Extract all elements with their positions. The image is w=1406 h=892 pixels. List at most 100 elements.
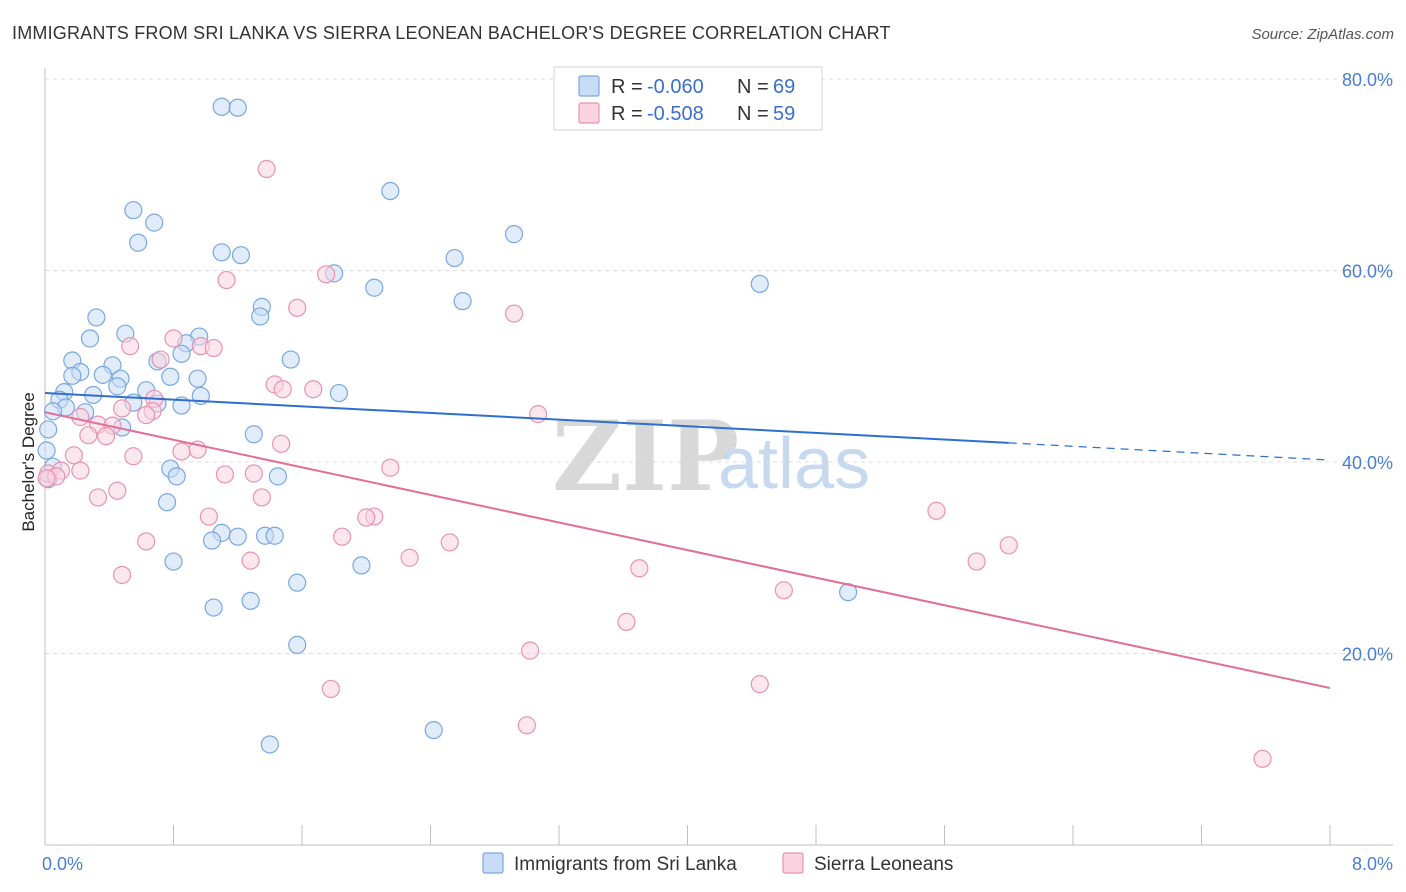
watermark-atlas: atlas [718,424,870,504]
point-sierra-leone [517,716,536,735]
point-sierra-leone [321,679,341,699]
point-sierra-leone [630,559,649,578]
point-sri-lanka [329,383,349,403]
point-sri-lanka [124,201,143,220]
point-sri-lanka [161,367,180,386]
x-tick-label: 8.0% [1352,854,1393,874]
point-sierra-leone [927,501,946,520]
point-sierra-leone [79,426,98,445]
point-sierra-leone [316,265,336,284]
point-sierra-leone [272,434,291,453]
x-tick-labels: 0.0% 8.0% [42,854,1393,874]
y-tick-label: 60.0% [1342,262,1393,282]
point-sri-lanka [145,213,164,232]
point-sri-lanka [251,307,270,326]
watermark: ZIP atlas [552,400,870,513]
point-sierra-leone [204,338,223,358]
series-legend-label-sri-lanka: Immigrants from Sri Lanka [514,854,737,875]
trend-lines [44,392,1331,689]
point-sierra-leone [333,527,352,546]
point-sri-lanka [260,735,279,754]
point-sri-lanka [288,635,307,654]
trend-line-sierra-leone [44,411,1331,689]
point-sri-lanka [63,366,82,385]
point-sri-lanka [188,369,207,388]
point-sierra-leone [151,350,170,369]
point-sierra-leone [967,552,986,571]
point-sri-lanka [80,329,100,348]
point-sierra-leone [999,536,1018,555]
point-sri-lanka [93,365,112,384]
point-sri-lanka [445,248,464,268]
point-sierra-leone [64,446,84,465]
point-sierra-leone [217,270,236,290]
point-sri-lanka [204,598,223,617]
point-sierra-leone [750,675,769,694]
point-sierra-leone [241,551,260,570]
legend-n-value-2: 59 [773,103,795,125]
point-sierra-leone [529,405,548,424]
point-sierra-leone [112,399,132,418]
point-sierra-leone [400,548,419,567]
point-sierra-leone [520,641,540,660]
stats-legend: R = -0.060 N = 69 R = -0.508 N = 59 [553,66,823,131]
point-sierra-leone [137,405,156,425]
legend-r-label-2: R = [611,103,643,125]
point-sierra-leone [1253,749,1272,768]
point-sri-lanka [288,573,307,592]
series-legend-swatch-sierra-leone [782,852,804,874]
point-sierra-leone [304,380,323,399]
point-sri-lanka [228,527,247,546]
point-sierra-leone [199,507,218,526]
point-sri-lanka [228,98,247,117]
point-sri-lanka [268,467,288,486]
point-sierra-leone [121,337,140,356]
point-sri-lanka [231,246,251,265]
trend-line-sri-lanka-extension [1008,442,1331,461]
point-sierra-leone [71,407,90,427]
series-legend: Immigrants from Sri Lanka Sierra Leonean… [482,852,953,875]
legend-r-value-2: -0.508 [647,103,704,125]
point-sri-lanka [212,97,231,116]
point-sri-lanka [365,278,384,297]
y-tick-label: 80.0% [1342,70,1393,90]
point-sierra-leone [215,465,234,484]
point-sri-lanka [129,233,148,252]
point-sri-lanka [265,526,284,545]
y-tick-label: 40.0% [1342,453,1393,473]
point-sri-lanka [281,350,300,369]
x-tick-label: 0.0% [42,854,83,874]
point-sierra-leone [108,481,127,500]
chart-title: IMMIGRANTS FROM SRI LANKA VS SIERRA LEON… [12,23,891,43]
point-sri-lanka [750,274,769,294]
point-sierra-leone [617,612,636,632]
series-legend-swatch-sri-lanka [482,852,504,874]
y-tick-label: 20.0% [1342,645,1393,665]
point-sri-lanka [202,531,222,550]
point-sierra-leone [137,532,156,551]
point-sri-lanka [167,467,186,486]
point-sierra-leone [252,488,271,507]
point-sri-lanka [381,181,400,201]
y-axis-label: Bachelor's Degree [19,392,38,531]
point-sierra-leone [124,447,143,466]
point-sri-lanka [453,292,472,311]
legend-r-label-1: R = [611,76,643,98]
point-sri-lanka [157,493,177,512]
point-sierra-leone [440,533,459,552]
point-sierra-leone [288,298,307,317]
point-sri-lanka [504,225,524,244]
legend-n-label-2: N = [737,103,769,125]
point-sierra-leone [37,469,56,488]
watermark-zip: ZIP [552,400,739,513]
legend-n-label-1: N = [737,76,769,98]
legend-n-value-1: 69 [773,76,795,98]
point-sierra-leone [273,380,292,399]
point-sierra-leone [172,442,191,461]
point-sri-lanka [164,552,183,571]
point-sri-lanka [212,243,231,262]
legend-swatch-sierra-leone [578,102,600,124]
point-sri-lanka [43,402,63,421]
point-sierra-leone [381,458,400,477]
